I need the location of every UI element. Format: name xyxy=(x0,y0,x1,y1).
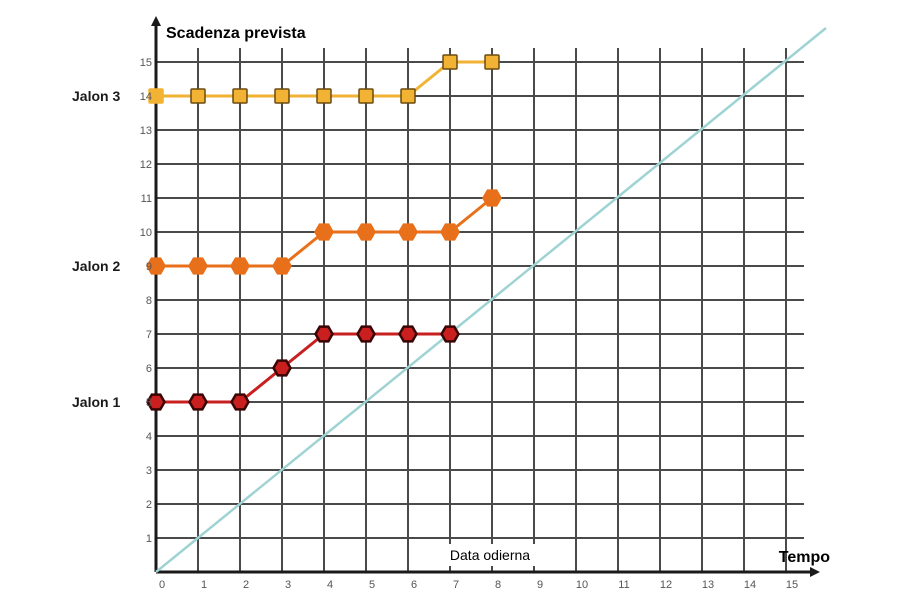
x-tick-label: 3 xyxy=(285,579,291,591)
data-point-marker xyxy=(358,88,374,104)
data-point-marker xyxy=(146,257,166,275)
y-tick-label: 2 xyxy=(146,499,152,511)
y-tick-label: 14 xyxy=(140,91,152,103)
y-tick-label: 3 xyxy=(146,465,152,477)
data-point-marker xyxy=(146,393,166,411)
y-tick-label: 9 xyxy=(146,261,152,273)
data-point-marker xyxy=(230,393,250,411)
today-label-bg xyxy=(440,544,540,566)
data-point-marker xyxy=(442,54,458,70)
y-tick-label: 4 xyxy=(146,431,152,443)
data-point-marker xyxy=(148,88,164,104)
x-tick-label: 5 xyxy=(369,579,375,591)
data-point-marker xyxy=(230,257,250,275)
x-tick-label: 2 xyxy=(243,579,249,591)
tick-labels: 0 1 2 3 4 5 6 7 8 9 10 11 12 13 14 15123456789101112131… xyxy=(140,57,798,591)
x-axis-title: Tempo xyxy=(779,549,830,566)
y-tick-label: 12 xyxy=(140,159,152,171)
axes xyxy=(151,16,820,577)
x-tick-label: 7 xyxy=(453,579,459,591)
data-point-marker xyxy=(316,88,332,104)
x-axis-arrow xyxy=(810,567,820,577)
x-tick-label: 14 xyxy=(744,579,756,591)
series-jalon-2 xyxy=(146,189,502,275)
y-axis-title: Scadenza prevista xyxy=(166,25,306,42)
data-point-marker xyxy=(482,189,502,207)
y-tick-label: 11 xyxy=(141,193,152,205)
data-point-marker xyxy=(314,325,334,343)
data-point-marker xyxy=(398,325,418,343)
data-point-marker xyxy=(314,223,334,241)
data-point-marker xyxy=(356,223,376,241)
series-jalon-3 xyxy=(148,54,500,104)
y-tick-label: 7 xyxy=(146,329,152,341)
planned-vs-actual-diagonal xyxy=(155,27,827,573)
x-tick-label: 4 xyxy=(327,579,333,591)
x-tick-label: 10 xyxy=(576,579,588,591)
x-tick-label: 6 xyxy=(411,579,417,591)
reference-line xyxy=(155,27,827,573)
x-tick-label: 9 xyxy=(537,579,543,591)
y-tick-label: 13 xyxy=(140,125,152,137)
y-tick-label: 5 xyxy=(146,397,152,409)
x-tick-label: 13 xyxy=(702,579,714,591)
grid xyxy=(156,48,804,572)
series-group xyxy=(146,54,502,411)
milestone-row-label: Jalon 3 xyxy=(72,88,120,104)
y-tick-label: 10 xyxy=(140,227,152,239)
data-point-marker xyxy=(484,54,500,70)
data-point-marker xyxy=(398,223,418,241)
y-axis-arrow xyxy=(151,16,161,26)
data-point-marker xyxy=(440,223,460,241)
x-tick-label: 8 xyxy=(495,579,501,591)
data-point-marker xyxy=(190,88,206,104)
data-point-marker xyxy=(440,325,460,343)
data-point-marker xyxy=(272,359,292,377)
milestone-row-label: Jalon 2 xyxy=(72,258,120,274)
x-tick-label: 11 xyxy=(618,579,629,591)
data-point-marker xyxy=(188,393,208,411)
data-point-marker xyxy=(400,88,416,104)
data-point-marker xyxy=(274,88,290,104)
x-tick-label: 1 xyxy=(201,579,207,591)
y-tick-label: 15 xyxy=(140,57,152,69)
data-point-marker xyxy=(272,257,292,275)
y-tick-label: 8 xyxy=(146,295,152,307)
x-tick-label: 12 xyxy=(660,579,672,591)
y-tick-label: 1 xyxy=(146,533,152,545)
y-tick-label: 6 xyxy=(146,363,152,375)
category-labels: Jalon 3 Jalon 2 Jalon 1 xyxy=(72,88,120,410)
data-point-marker xyxy=(356,325,376,343)
series-jalon-1 xyxy=(146,325,460,411)
milestone-row-label: Jalon 1 xyxy=(72,394,120,410)
data-point-marker xyxy=(188,257,208,275)
x-tick-label: 15 xyxy=(786,579,798,591)
today-label: Data odierna xyxy=(450,547,530,563)
x-tick-label: 0 xyxy=(159,579,165,591)
data-point-marker xyxy=(232,88,248,104)
